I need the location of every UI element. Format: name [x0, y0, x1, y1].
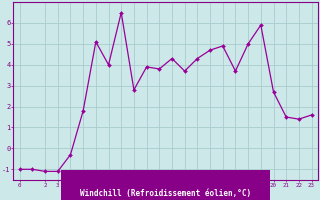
X-axis label: Windchill (Refroidissement éolien,°C): Windchill (Refroidissement éolien,°C): [80, 189, 251, 198]
